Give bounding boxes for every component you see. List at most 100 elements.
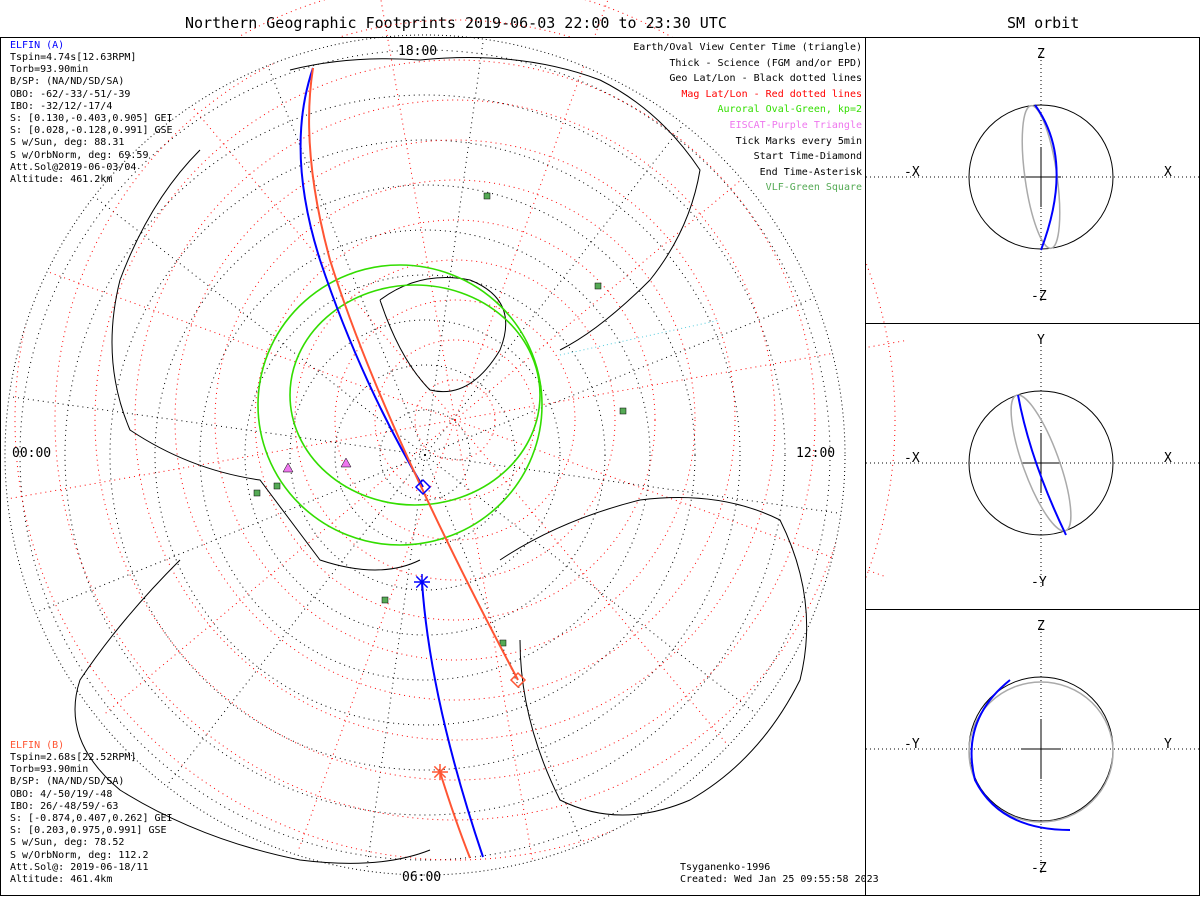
geo-lon-line [424,297,815,456]
elfin-b-info: Tspin=2.68s[22.52RPM] Torb=93.90min B/SP: … [10,752,173,886]
mag-lon-line [454,0,609,421]
geo-lat-circle [109,139,741,771]
end-asterisk [415,575,429,589]
coastline [74,57,808,864]
axis-label-left: -X [904,165,920,180]
sm-orbit-b [1010,394,1072,532]
axis-label-down: -Z [1031,289,1047,304]
geo-lat-circle [199,229,651,681]
elfin_b-info-line: Torb=93.90min [10,764,89,776]
field-model: Tsyganenko-1996 [680,862,771,873]
elfin-b-name: ELFIN (B) [10,740,65,751]
elfin_b-info-line: S: [0.203,0.975,0.991] GSE [10,825,167,837]
elfin_b-info-line: S w/OrbNorm, deg: 112.2 [10,849,149,861]
legend-item: EISCAT-Purple Triangle [729,119,862,131]
vlf-square [273,482,281,490]
vlf-square [499,639,507,647]
mag-lon-line [454,419,888,578]
mag-lat-circle [134,99,776,741]
elfin-a-track [299,67,424,488]
vlf-square [619,407,627,415]
axis-label-down: -Y [1031,575,1047,590]
geo-lat-circle [289,319,561,591]
legend-item: Tick Marks every 5min [735,135,862,147]
elfin_b-info-line: S: [-0.874,0.407,0.262] GEI [10,813,173,825]
elfin_a-info-line: Torb=93.90min [10,64,89,76]
elfin-a-footprint-mag [308,67,519,681]
axis-label-up: Z [1037,619,1045,634]
main-title: Northern Geographic Footprints 2019-06-0… [185,14,727,32]
legend-item: Auroral Oval-Green, kp=2 [717,104,863,116]
geo-lat-circle [334,364,516,546]
mag-lat-circle [214,179,696,661]
mag-lon-line [22,262,456,421]
map-boundary [4,34,846,876]
auroral-oval-inner [289,284,541,506]
elfin-b-footprint-mag [439,771,471,859]
mag-lat-circle [174,139,736,701]
elfin-a-info: Tspin=4.74s[12.63RPM] Torb=93.90min B/SP: … [10,52,173,186]
mag-lat-circle [254,219,656,621]
geo-lon-line [93,196,426,456]
elfin_a-info-line: Att.Sol@2019-06-03/04 [10,161,137,173]
axis-label-right: Y [1164,737,1172,752]
geo-lat-circle [19,49,831,861]
geo-lon-line [267,65,426,456]
eiscat-triangle [340,457,352,468]
elfin_a-info-line: OBO: -62/-33/-51/-39 [10,88,131,100]
elfin_b-info-line: IBO: 26/-48/59/-63 [10,800,119,812]
geo-lat-circle [244,274,606,636]
elfin_a-info-line: S: [0.028,-0.128,0.991] GSE [10,125,173,137]
elfin-b-track [421,581,484,858]
elfin_a-info-line: S w/OrbNorm, deg: 69.59 [10,149,149,161]
geo-lon-line [9,396,426,456]
legend-item: Start Time-Diamond [753,151,862,163]
legend-item: Mag Lat/Lon - Red dotted lines [681,88,862,100]
elfin_b-info-line: B/SP: (NA/ND/SD/SA) [10,776,125,788]
legend-item: VLF-Green Square [765,182,862,194]
geo-lon-line [424,454,757,714]
vlf-square [483,192,491,200]
elfin_b-info-line: Att.Sol@: 2019-06-18/11 [10,861,149,873]
mag-lat-circle [14,0,896,861]
mag-lon-line [158,67,456,421]
geo-lon-line [424,454,583,845]
geo-lon-line [35,454,426,613]
legend: Earth/Oval View Center Time (triangle) Th… [633,40,862,196]
axis-label-left: -Y [904,737,920,752]
axis-label-up: Z [1037,47,1045,62]
sm-orbit-a [1034,104,1058,251]
elfin-a-name: ELFIN (A) [10,40,65,51]
legend-item: End Time-Asterisk [759,166,862,178]
vlf-square [253,489,261,497]
legend-item: Earth/Oval View Center Time (triangle) [633,42,862,53]
vlf-square [381,596,389,604]
geo-lon-line [424,123,684,456]
mag-lat-circle [414,379,496,461]
mlt-label-18: 18:00 [398,44,438,59]
main-frame [0,37,866,896]
geo-lon-line [366,454,426,871]
elfin_b-info-line: S w/Sun, deg: 78.52 [10,837,125,849]
mag-lat-circle [334,299,576,541]
elfin_a-info-line: Tspin=4.74s[12.63RPM] [10,52,137,63]
geo-lon-line [166,454,426,787]
geo-lon-line [424,454,841,514]
start-diamond [509,671,527,689]
sm-orbit-a [970,679,1071,831]
mag-lon-line [454,419,536,874]
mag-lon-line [1,419,456,501]
mag-lon-line [102,419,456,717]
mag-lat-circle [94,59,816,781]
end-asterisk [433,765,447,779]
elfin_a-info-line: S w/Sun, deg: 88.31 [10,137,125,149]
axis-label-up: Y [1037,333,1045,348]
elfin_a-info-line: IBO: -32/12/-17/4 [10,100,113,112]
mag-lon-line [454,419,752,773]
axis-label-down: -Z [1031,861,1047,876]
auroral-oval-outer [257,264,543,546]
axis-label-right: X [1164,451,1172,466]
geo-lat-circle [379,409,471,501]
mlt-label-12: 12:00 [796,446,836,461]
